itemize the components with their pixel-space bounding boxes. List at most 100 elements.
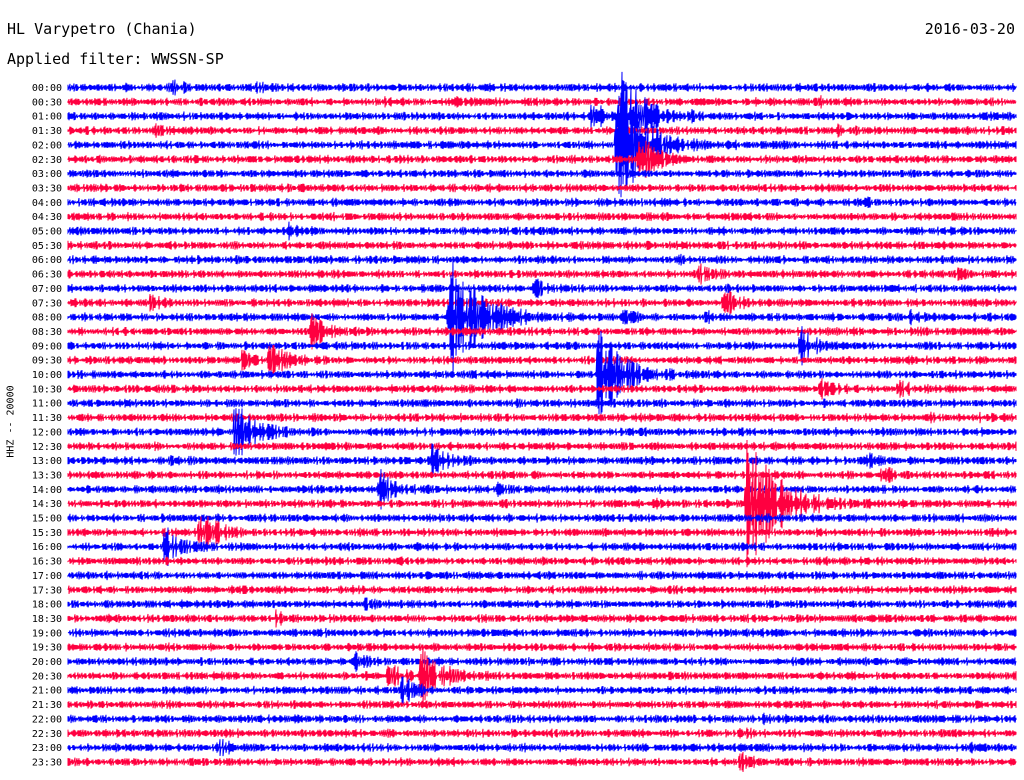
row-time-label: 13:00: [32, 456, 62, 467]
row-time-label: 21:00: [32, 686, 62, 697]
trace-row-1100: [67, 398, 1017, 409]
row-time-label: 09:00: [32, 341, 62, 352]
row-time-label: 07:00: [32, 284, 62, 295]
trace-row-0700: [67, 278, 1017, 299]
row-time-label: 01:00: [32, 112, 62, 123]
row-time-label: 12:30: [32, 442, 62, 453]
row-time-label: 08:00: [32, 313, 62, 324]
trace-row-1930: [67, 642, 1017, 652]
row-time-label: 03:00: [32, 169, 62, 180]
trace-row-1530: [67, 516, 1017, 549]
station-title: HL Varypetro (Chania): [7, 20, 197, 38]
trace-row-2330: [67, 751, 1017, 773]
row-time-label: 17:30: [32, 585, 62, 596]
trace-row-2130: [67, 699, 1017, 710]
trace-row-0930: [67, 345, 1017, 376]
row-time-label: 02:00: [32, 140, 62, 151]
row-time-label: 10:30: [32, 384, 62, 395]
trace-row-1000: [67, 330, 1017, 419]
trace-row-0800: [67, 256, 1017, 378]
row-time-label: 21:30: [32, 700, 62, 711]
row-time-label: 07:30: [32, 298, 62, 309]
time-tick-labels: 00:00 00:30 01:00 01:30 02:00 02:30 03:00 03:30…: [32, 83, 62, 768]
trace-row-2300: [67, 739, 1017, 757]
row-time-label: 19:30: [32, 643, 62, 654]
row-time-label: 22:30: [32, 729, 62, 740]
trace-row-1300: [67, 443, 1017, 478]
trace-row-0730: [67, 290, 1017, 315]
row-time-label: 08:30: [32, 327, 62, 338]
filter-label: Applied filter: WWSSN-SP: [7, 50, 224, 68]
trace-row-0500: [67, 221, 1017, 241]
trace-row-1030: [67, 378, 1017, 400]
trace-row-0900: [67, 326, 1017, 366]
row-time-label: 15:00: [32, 514, 62, 525]
trace-row-2030: [67, 644, 1017, 708]
trace-row-1700: [67, 570, 1017, 581]
row-time-label: 20:00: [32, 657, 62, 668]
trace-row-1230: [67, 441, 1017, 452]
row-time-label: 19:00: [32, 628, 62, 639]
trace-row-0330: [67, 183, 1017, 193]
trace-row-2000: [67, 651, 1017, 672]
trace-row-0530: [67, 240, 1017, 251]
trace-row-1800: [67, 597, 1017, 611]
trace-row-1200: [67, 408, 1017, 456]
row-time-label: 11:30: [32, 413, 62, 424]
trace-row-0000: [67, 79, 1017, 96]
row-time-label: 09:30: [32, 356, 62, 367]
row-time-label: 13:30: [32, 470, 62, 481]
row-time-label: 18:00: [32, 600, 62, 611]
trace-row-0300: [67, 168, 1017, 179]
row-time-label: 10:00: [32, 370, 62, 381]
row-time-label: 16:30: [32, 557, 62, 568]
row-time-label: 00:30: [32, 97, 62, 108]
trace-row-0030: [67, 95, 1017, 109]
row-time-label: 03:30: [32, 183, 62, 194]
date-label: 2016-03-20: [924, 20, 1015, 38]
row-time-label: 22:00: [32, 714, 62, 725]
seismogram-traces: [67, 71, 1017, 773]
trace-row-2200: [67, 712, 1017, 726]
trace-row-0630: [67, 263, 1017, 285]
trace-row-1330: [67, 467, 1017, 483]
row-time-label: 11:00: [32, 399, 62, 410]
row-time-label: 23:00: [32, 743, 62, 754]
trace-row-0400: [67, 196, 1017, 209]
trace-row-1430: [67, 439, 1017, 568]
trace-row-1600: [67, 527, 1017, 566]
trace-row-0430: [67, 211, 1017, 222]
trace-row-0230: [67, 140, 1017, 178]
trace-row-0130: [67, 123, 1017, 138]
row-time-label: 20:30: [32, 671, 62, 682]
row-time-label: 16:00: [32, 542, 62, 553]
trace-row-2230: [67, 727, 1017, 739]
row-time-label: 05:00: [32, 227, 62, 238]
trace-row-1730: [67, 584, 1017, 595]
trace-row-1130: [67, 411, 1017, 424]
trace-row-2100: [67, 676, 1017, 704]
trace-row-1500: [67, 513, 1017, 523]
trace-row-0100: [67, 71, 1017, 161]
row-time-label: 02:30: [32, 155, 62, 166]
row-time-label: 06:00: [32, 255, 62, 266]
row-time-label: 06:30: [32, 270, 62, 281]
trace-row-0600: [67, 253, 1017, 266]
trace-row-1900: [67, 627, 1017, 638]
row-time-label: 04:00: [32, 198, 62, 209]
row-time-label: 04:30: [32, 212, 62, 223]
trace-row-1830: [67, 609, 1017, 628]
row-time-label: 17:00: [32, 571, 62, 582]
trace-row-1630: [67, 556, 1017, 566]
row-time-label: 01:30: [32, 126, 62, 137]
row-time-label: 15:30: [32, 528, 62, 539]
row-time-label: 23:30: [32, 757, 62, 768]
trace-row-0830: [67, 313, 1017, 350]
row-time-label: 05:30: [32, 241, 62, 252]
row-time-label: 14:00: [32, 485, 62, 496]
row-time-label: 12:00: [32, 427, 62, 438]
row-time-label: 18:30: [32, 614, 62, 625]
row-time-label: 14:30: [32, 499, 62, 510]
row-time-label: 00:00: [32, 83, 62, 94]
